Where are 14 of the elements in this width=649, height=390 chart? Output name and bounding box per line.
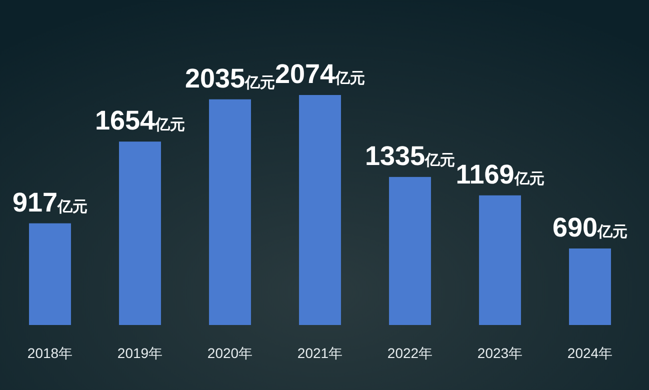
data-label: 1169亿元 <box>456 159 544 190</box>
data-label: 2074亿元 <box>274 59 366 89</box>
x-tick-label: 2024年 <box>567 345 613 361</box>
x-tick-label: 2020年 <box>207 345 253 361</box>
x-tick-label: 2023年 <box>477 345 523 361</box>
x-tick-label: 2021年 <box>297 345 343 361</box>
x-tick-label: 2019年 <box>117 345 163 361</box>
data-label: 917亿元 <box>12 187 88 218</box>
x-tick-label: 2018年 <box>27 345 73 361</box>
data-label: 1335亿元 <box>364 140 456 171</box>
data-label: 2035亿元 <box>184 63 276 94</box>
data-label: 690亿元 <box>552 212 628 242</box>
data-label: 1654亿元 <box>94 106 186 136</box>
x-tick-label: 2022年 <box>387 345 433 361</box>
